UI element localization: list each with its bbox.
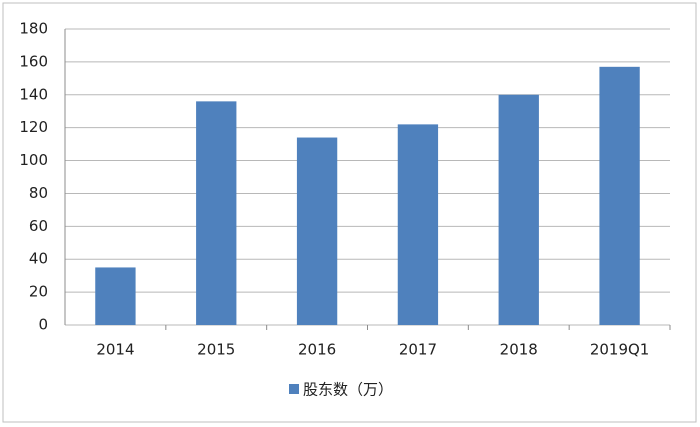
y-tick-label: 180: [19, 20, 48, 38]
x-tick-label: 2019Q1: [590, 341, 650, 359]
y-tick-label: 120: [19, 118, 48, 136]
y-tick-label: 100: [19, 151, 48, 169]
y-tick-label: 80: [29, 184, 48, 202]
bar: [397, 124, 439, 325]
bar: [599, 66, 640, 326]
x-tick-label: 2017: [399, 341, 437, 359]
y-tick-label: 60: [29, 217, 48, 235]
y-tick-label: 0: [38, 316, 48, 334]
x-tick-label: 2015: [197, 341, 235, 359]
bar: [95, 267, 136, 325]
bar: [296, 137, 338, 325]
y-tick-label: 40: [29, 250, 48, 268]
legend-swatch: [289, 384, 299, 394]
y-tick-label: 140: [19, 85, 48, 103]
bar: [498, 94, 539, 326]
x-tick-label: 2016: [298, 341, 336, 359]
x-tick-label: 2014: [96, 341, 134, 359]
y-tick-label: 20: [29, 283, 48, 301]
chart-frame: [2, 2, 697, 423]
y-tick-label: 160: [19, 52, 48, 70]
x-tick-label: 2018: [500, 341, 538, 359]
legend-label: 股东数（万）: [303, 381, 393, 399]
bar: [196, 101, 237, 325]
